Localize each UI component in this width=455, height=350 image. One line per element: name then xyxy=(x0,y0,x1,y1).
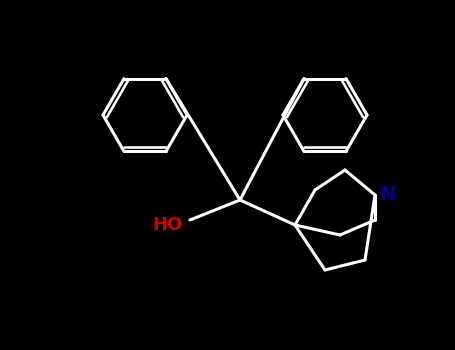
Text: N: N xyxy=(379,186,395,204)
Text: HO: HO xyxy=(152,216,182,234)
